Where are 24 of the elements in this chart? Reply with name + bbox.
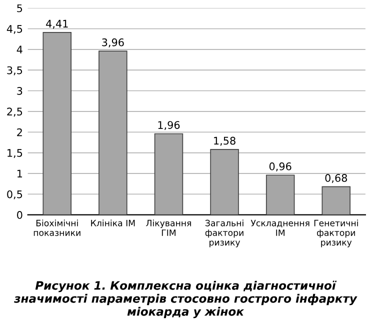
x-tick-label: Ускладнення ІМ bbox=[250, 220, 310, 236]
y-tick-label: 4 bbox=[16, 46, 22, 54]
y-tick-label: 0 bbox=[17, 211, 22, 219]
x-tick-label: Клініка ІМ bbox=[91, 220, 135, 226]
y-tick-label: 5 bbox=[17, 4, 22, 12]
y-tick-label: 2,5 bbox=[7, 108, 22, 117]
data-label: 1,96 bbox=[158, 121, 180, 130]
data-label: 4,41 bbox=[46, 20, 68, 29]
data-label: 1,58 bbox=[214, 136, 236, 146]
y-tick-label: 1 bbox=[17, 170, 22, 178]
text: Рисунок 1. Комплексна оцінка діагностичної значимості параметрів стосовно гострого інфаркту міокарда у жінок bbox=[14, 280, 358, 318]
data-label: 0,68 bbox=[325, 174, 348, 183]
y-tick-label: 0,5 bbox=[7, 190, 22, 200]
y-tick-label: 4,5 bbox=[6, 25, 22, 34]
x-tick-label: Лікування ГІМ bbox=[146, 220, 191, 236]
x-tick-label: Генетичні фактори ризику bbox=[314, 220, 358, 248]
x-tick-label: Біохімічні показники bbox=[34, 220, 80, 236]
y-tick-label: 2 bbox=[17, 128, 22, 136]
y-tick-label: 3 bbox=[17, 86, 22, 95]
data-label: 3,96 bbox=[102, 38, 124, 48]
data-label: 0,96 bbox=[269, 162, 292, 172]
y-tick-label: 3,5 bbox=[7, 66, 22, 76]
y-tick-label: 1,5 bbox=[8, 149, 22, 158]
x-tick-label: Загальні фактори ризику bbox=[205, 220, 244, 248]
